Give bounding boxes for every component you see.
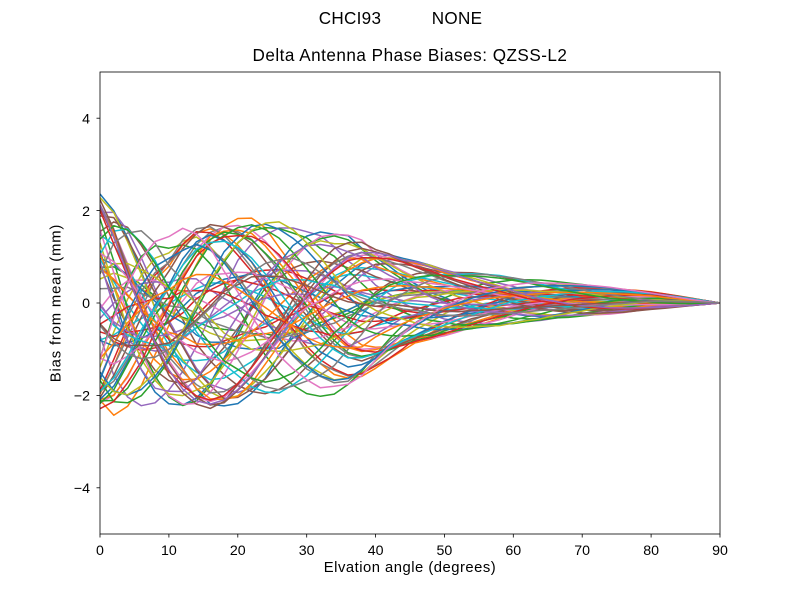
svg-text:50: 50 [437,543,453,559]
svg-text:4: 4 [82,111,90,127]
svg-text:90: 90 [712,543,728,559]
svg-text:10: 10 [161,543,177,559]
svg-text:20: 20 [230,543,246,559]
svg-text:Bias from mean (mm): Bias from mean (mm) [49,224,65,382]
svg-text:40: 40 [368,543,384,559]
svg-text:−2: −2 [74,389,90,405]
svg-text:30: 30 [299,543,315,559]
svg-text:0: 0 [82,296,90,312]
svg-text:70: 70 [574,543,590,559]
svg-text:CHCI93: CHCI93 [319,9,382,28]
svg-text:60: 60 [505,543,521,559]
svg-text:−4: −4 [74,481,90,497]
svg-text:NONE: NONE [432,9,483,28]
svg-text:0: 0 [96,543,104,559]
svg-text:80: 80 [643,543,659,559]
svg-text:Elvation angle (degrees): Elvation angle (degrees) [324,560,496,576]
svg-text:2: 2 [82,204,90,220]
svg-text:Delta Antenna Phase Biases: QZ: Delta Antenna Phase Biases: QZSS-L2 [253,46,568,65]
